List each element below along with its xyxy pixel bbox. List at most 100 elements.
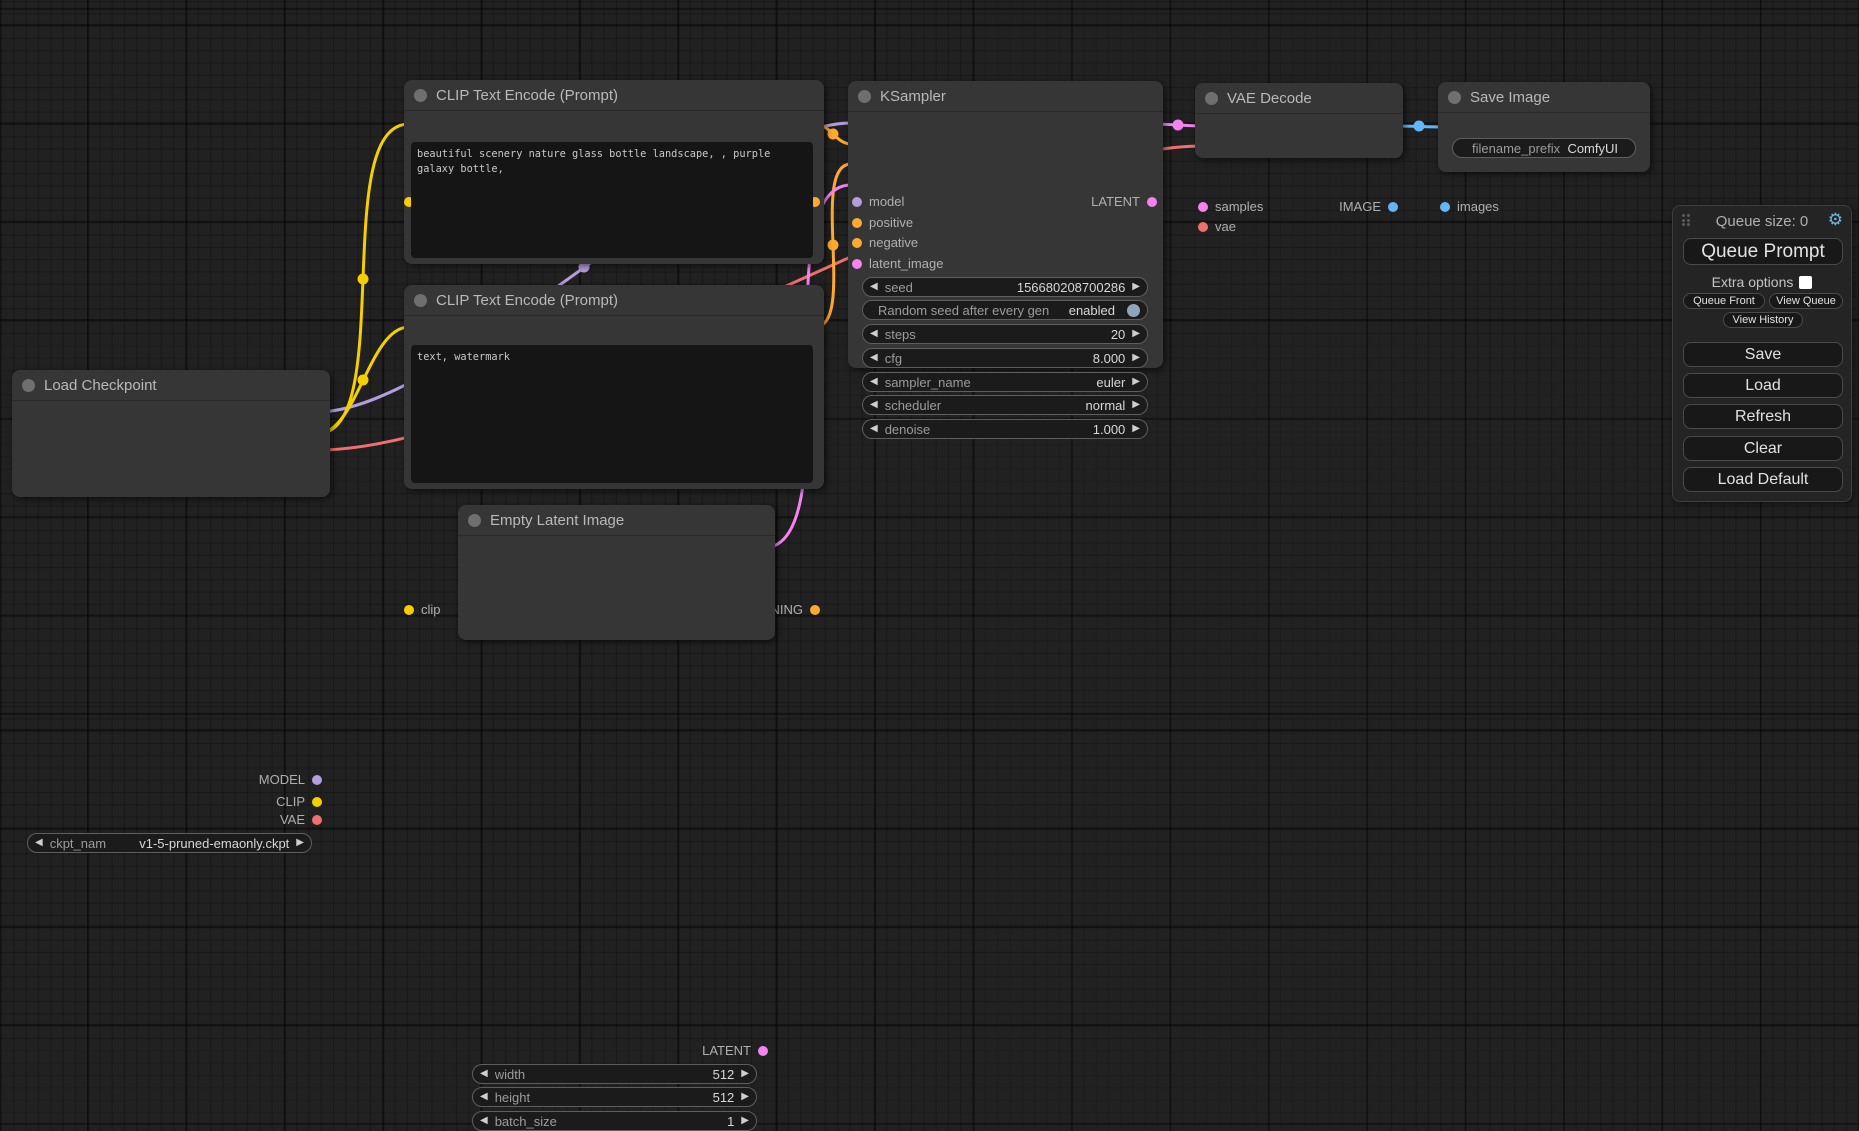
prompt-textarea[interactable]: text, watermark (411, 345, 813, 483)
input-slot-vae[interactable]: vae (1198, 219, 1236, 234)
refresh-button[interactable]: Refresh (1683, 404, 1843, 429)
slot-dot-latent[interactable] (1198, 201, 1208, 212)
drag-handle-icon[interactable] (1682, 214, 1691, 228)
slot-dot-model[interactable] (312, 774, 322, 785)
slot-dot-clip[interactable] (404, 196, 414, 207)
queue-prompt-button[interactable]: Queue Prompt (1683, 238, 1843, 265)
output-slot-latent[interactable]: LATENT (702, 1043, 768, 1058)
collapse-dot-icon[interactable] (22, 378, 35, 392)
widget-height[interactable]: ◀ height 512 ▶ (472, 1087, 757, 1107)
node-title-bar[interactable]: VAE Decode (1195, 83, 1403, 114)
collapse-dot-icon[interactable] (414, 88, 427, 102)
prev-arrow-icon[interactable]: ◀ (480, 1068, 488, 1079)
node-empty-latent-image[interactable]: Empty Latent Image LATENT ◀ width 512 ▶ … (458, 505, 775, 1131)
load-default-button[interactable]: Load Default (1683, 467, 1843, 492)
slot-dot-conditioning[interactable] (810, 604, 820, 615)
node-ksampler[interactable]: KSampler model positive negative latent_… (848, 81, 1163, 439)
settings-gear-icon[interactable]: ⚙ (1827, 210, 1843, 229)
widget-steps[interactable]: ◀ steps 20 ▶ (862, 324, 1148, 344)
input-slot-latent-image[interactable]: latent_image (852, 256, 943, 271)
slot-dot-latent[interactable] (758, 1045, 768, 1056)
slot-dot-conditioning[interactable] (852, 237, 862, 248)
slot-dot-latent[interactable] (852, 258, 862, 269)
slot-dot-image[interactable] (1388, 201, 1398, 212)
widget-denoise[interactable]: ◀ denoise 1.000 ▶ (862, 419, 1148, 439)
load-button[interactable]: Load (1683, 373, 1843, 398)
next-arrow-icon[interactable]: ▶ (296, 837, 304, 848)
output-slot-latent[interactable]: LATENT (1091, 194, 1157, 209)
next-arrow-icon[interactable]: ▶ (1132, 281, 1140, 292)
queue-front-button[interactable]: Queue Front (1683, 293, 1765, 309)
widget-batch-size[interactable]: ◀ batch_size 1 ▶ (472, 1111, 757, 1131)
output-slot-vae[interactable]: VAE (280, 812, 322, 827)
view-queue-button[interactable]: View Queue (1769, 293, 1843, 309)
next-arrow-icon[interactable]: ▶ (1132, 376, 1140, 387)
slot-dot-vae[interactable] (312, 814, 322, 825)
prev-arrow-icon[interactable]: ◀ (870, 352, 878, 363)
prev-arrow-icon[interactable]: ◀ (35, 837, 43, 848)
node-save-image[interactable]: Save Image images filename_prefix ComfyU… (1438, 82, 1650, 214)
extra-options-checkbox[interactable] (1799, 275, 1813, 289)
widget-filename-prefix[interactable]: filename_prefix ComfyUI (1452, 138, 1636, 158)
slot-dot-vae[interactable] (1198, 221, 1208, 232)
prev-arrow-icon[interactable]: ◀ (480, 1091, 488, 1102)
prev-arrow-icon[interactable]: ◀ (480, 1115, 488, 1126)
widget-sampler-name[interactable]: ◀ sampler_name euler ▶ (862, 372, 1148, 392)
slot-dot-conditioning[interactable] (810, 196, 820, 207)
next-arrow-icon[interactable]: ▶ (1132, 328, 1140, 339)
slot-dot-latent[interactable] (1147, 196, 1157, 207)
collapse-dot-icon[interactable] (468, 513, 481, 527)
slot-dot-clip[interactable] (404, 604, 414, 615)
output-slot-clip[interactable]: CLIP (276, 794, 322, 809)
widget-ckpt-name[interactable]: ◀ ckpt_name v1-5-pruned-emaonly.ckpt ▶ (27, 833, 312, 853)
prev-arrow-icon[interactable]: ◀ (870, 423, 878, 434)
view-history-button[interactable]: View History (1723, 312, 1803, 328)
next-arrow-icon[interactable]: ▶ (741, 1091, 749, 1102)
slot-dot-conditioning[interactable] (852, 217, 862, 228)
prompt-textarea[interactable]: beautiful scenery nature glass bottle la… (411, 142, 813, 258)
collapse-dot-icon[interactable] (414, 293, 427, 307)
next-arrow-icon[interactable]: ▶ (741, 1115, 749, 1126)
input-slot-model[interactable]: model (852, 194, 904, 209)
output-slot-model[interactable]: MODEL (259, 772, 322, 787)
node-clip-text-encode-negative[interactable]: CLIP Text Encode (Prompt) clip CONDITION… (404, 285, 824, 617)
clear-button[interactable]: Clear (1683, 436, 1843, 461)
input-slot-images[interactable]: images (1440, 199, 1499, 214)
widget-seed[interactable]: ◀ seed 156680208700286 ▶ (862, 277, 1148, 297)
widget-cfg[interactable]: ◀ cfg 8.000 ▶ (862, 348, 1148, 368)
output-slot-image[interactable]: IMAGE (1339, 199, 1398, 214)
widget-scheduler[interactable]: ◀ scheduler normal ▶ (862, 395, 1148, 415)
prev-arrow-icon[interactable]: ◀ (870, 399, 878, 410)
node-title-bar[interactable]: CLIP Text Encode (Prompt) (404, 285, 824, 316)
node-title-bar[interactable]: Empty Latent Image (458, 505, 775, 536)
node-load-checkpoint[interactable]: Load Checkpoint MODEL CLIP VAE ◀ ckpt_na… (12, 370, 330, 853)
collapse-dot-icon[interactable] (1448, 90, 1461, 104)
node-title-bar[interactable]: KSampler (848, 81, 1163, 112)
input-slot-negative[interactable]: negative (852, 235, 918, 250)
next-arrow-icon[interactable]: ▶ (741, 1068, 749, 1079)
node-clip-text-encode-positive[interactable]: CLIP Text Encode (Prompt) clip CONDITION… (404, 80, 824, 264)
input-slot-positive[interactable]: positive (852, 215, 913, 230)
slot-dot-model[interactable] (852, 196, 862, 207)
collapse-dot-icon[interactable] (1205, 91, 1218, 105)
next-arrow-icon[interactable]: ▶ (1132, 399, 1140, 410)
prev-arrow-icon[interactable]: ◀ (870, 376, 878, 387)
input-slot-samples[interactable]: samples (1198, 199, 1263, 214)
collapse-dot-icon[interactable] (858, 89, 871, 103)
input-slot-clip[interactable]: clip (404, 602, 441, 617)
node-title-bar[interactable]: CLIP Text Encode (Prompt) (404, 80, 824, 111)
widget-width[interactable]: ◀ width 512 ▶ (472, 1064, 757, 1084)
next-arrow-icon[interactable]: ▶ (1132, 352, 1140, 363)
node-title-bar[interactable]: Save Image (1438, 82, 1650, 113)
slot-dot-clip[interactable] (312, 796, 322, 807)
prev-arrow-icon[interactable]: ◀ (870, 281, 878, 292)
save-button[interactable]: Save (1683, 342, 1843, 367)
node-title-bar[interactable]: Load Checkpoint (12, 370, 330, 401)
next-arrow-icon[interactable]: ▶ (1132, 423, 1140, 434)
toggle-dot-icon[interactable] (1127, 303, 1140, 317)
widget-random-seed-toggle[interactable]: Random seed after every gen enabled (862, 300, 1148, 320)
prev-arrow-icon[interactable]: ◀ (870, 328, 878, 339)
slot-dot-image[interactable] (1440, 201, 1450, 212)
node-vae-decode[interactable]: VAE Decode samples vae IMAGE (1195, 83, 1403, 234)
